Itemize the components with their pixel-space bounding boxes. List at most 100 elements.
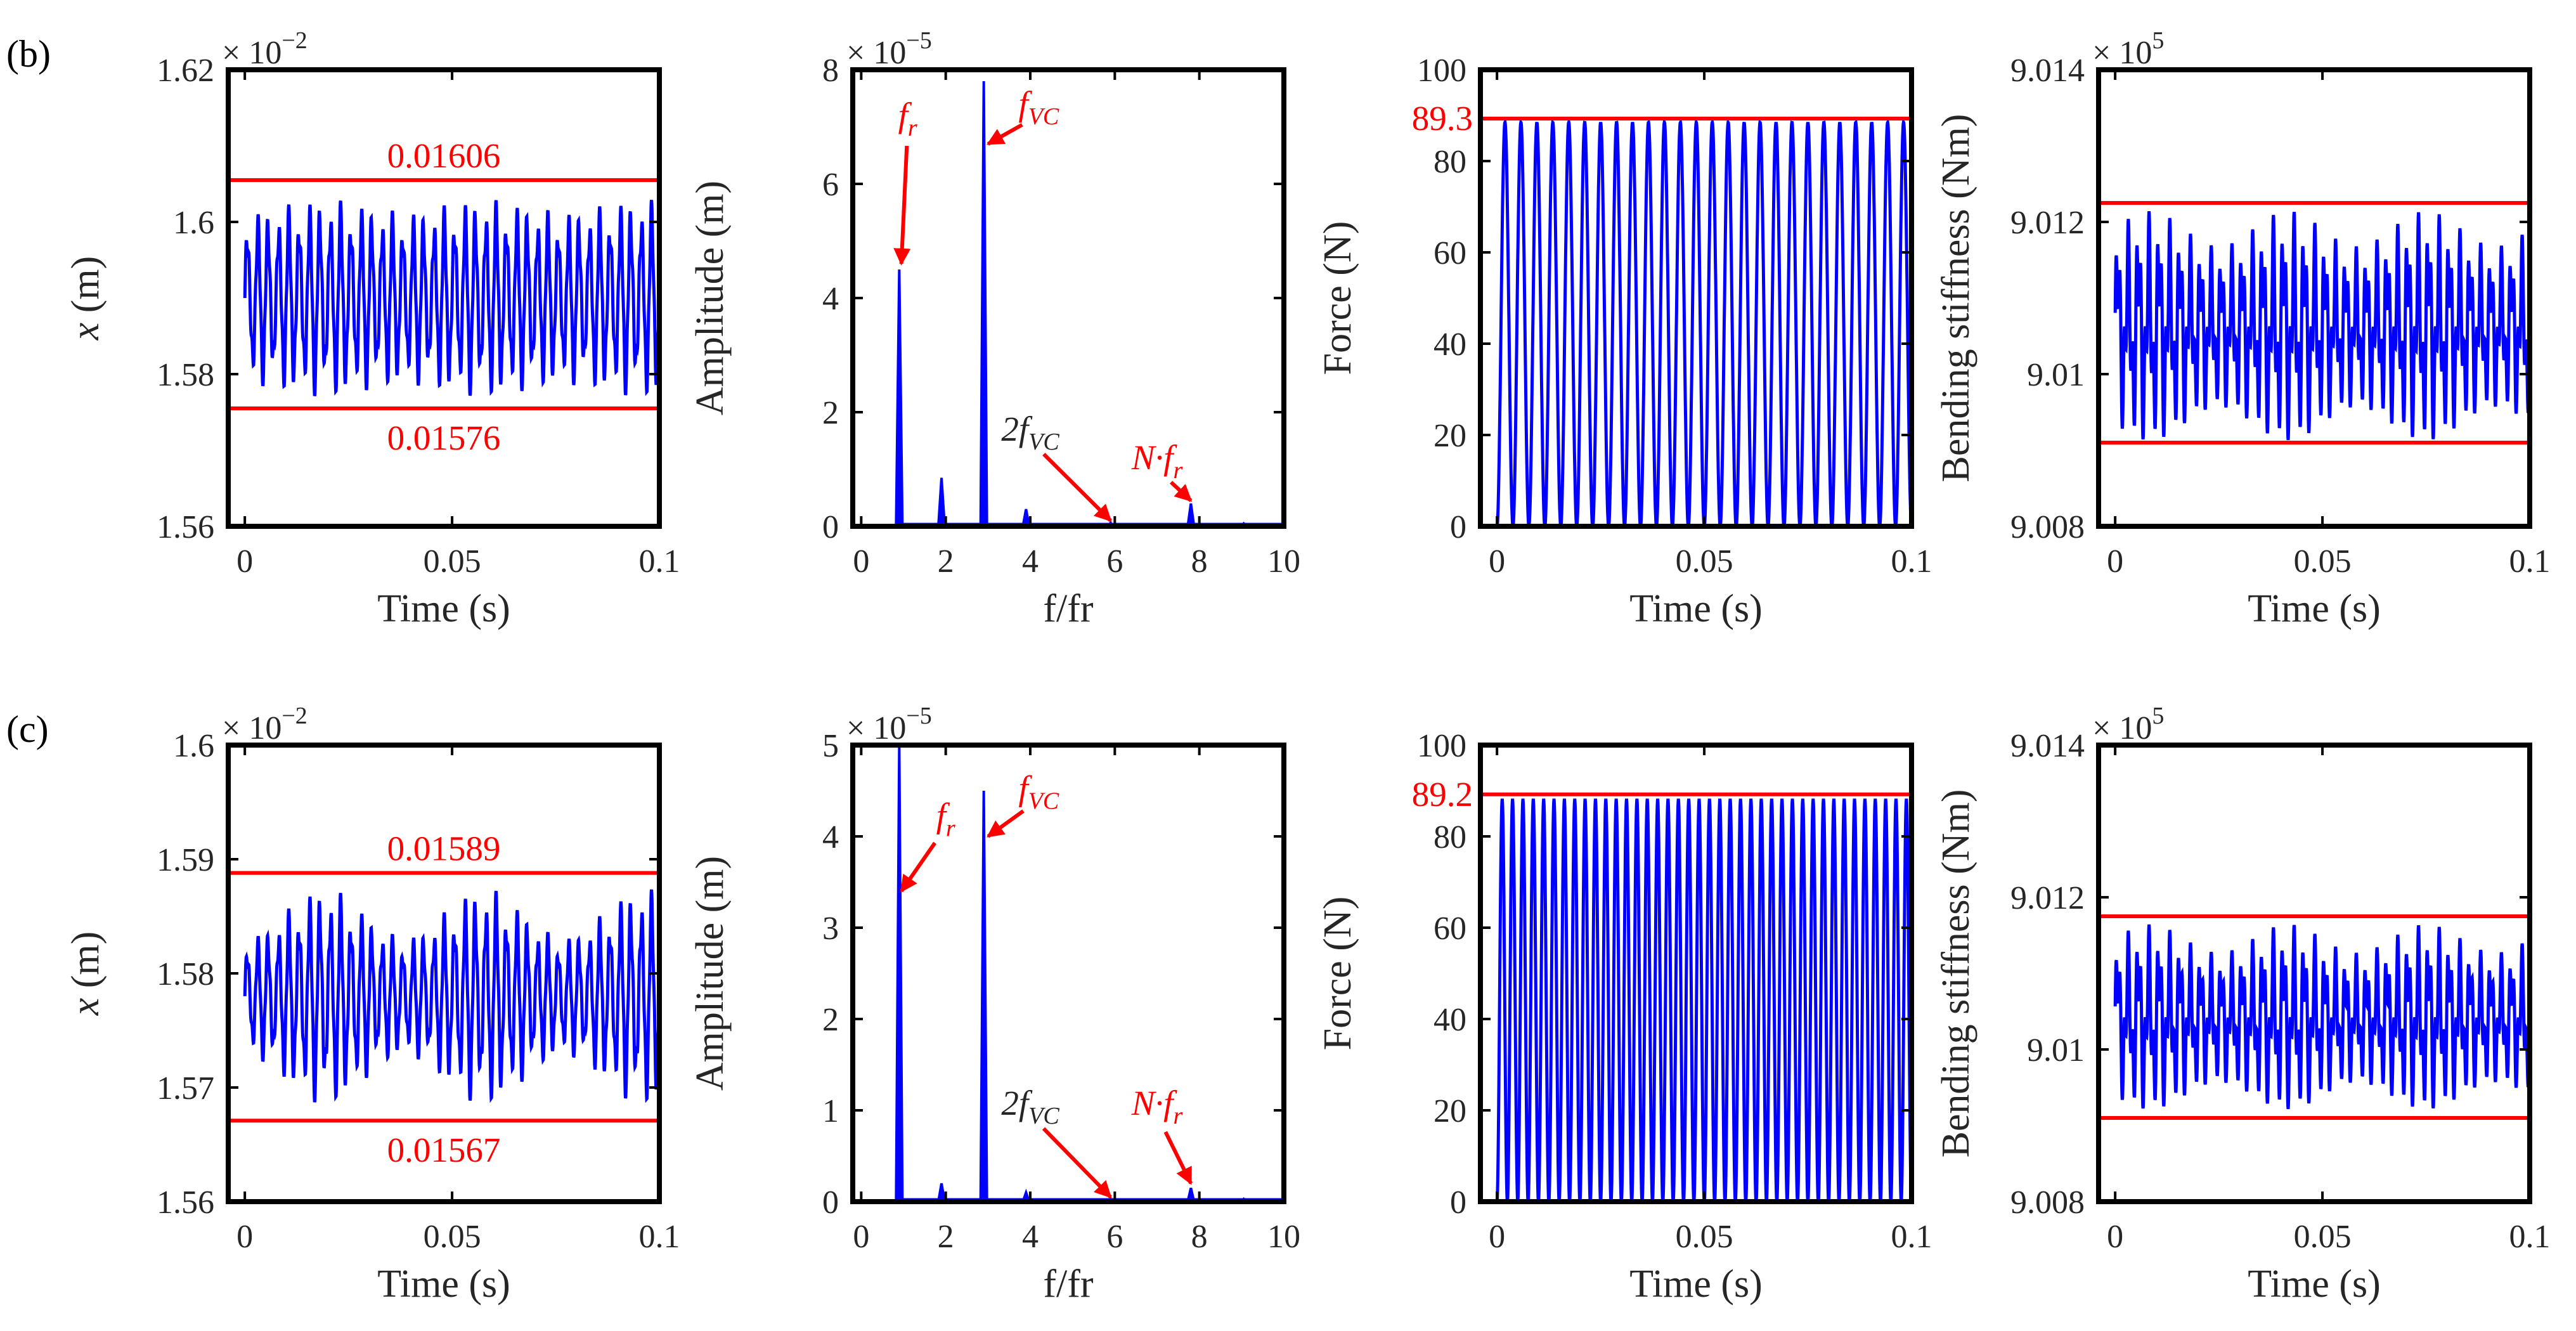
axis-multiplier: × 10−2 [222,27,307,71]
y-axis-label: Bending stiffness (Nm) [1934,789,1977,1158]
y-tick-label: 40 [1434,1002,1466,1038]
x-tick-label: 0.05 [424,543,481,580]
x-tick-label: 0.05 [2294,543,2352,580]
annotation-label: fr [936,796,955,842]
x-tick-label: 0.05 [2294,1219,2352,1255]
x-tick-label: 2 [938,1219,954,1255]
y-tick-label: 80 [1434,144,1466,180]
y-axis-label: x (m) [64,932,107,1016]
y-tick-label: 9.012 [2010,880,2085,916]
chart-b-stiff: 0 0.05 0.1 9.008 9.01 9.012 9.014 Time (s) Bendi… [1934,27,2551,630]
limit-label: 0.01567 [387,1131,501,1169]
y-tick-label: 40 [1434,327,1466,363]
x-axis-label: Time (s) [1629,1263,1763,1306]
y-axis-label: Amplitude (m) [689,181,732,415]
annotation-arrow [893,145,911,266]
y-tick-label: 2 [822,1002,839,1038]
chart-c-disp: 0.01589 0.01567 0 0.05 0.1 1.56 1.57 1.58 1.59 1.… [64,703,680,1306]
spectrum-peak [979,790,988,1202]
chart-c-stiff: 0 0.05 0.1 9.008 9.01 9.012 9.014 Time (s) Bendi… [1934,703,2551,1306]
y-tick-label: 1.57 [157,1070,214,1107]
x-tick-label: 0 [1489,1219,1505,1255]
spectrum-peak [895,745,904,1202]
y-axis-label: Force (N) [1316,897,1359,1051]
y-tick-label: 1.56 [157,509,214,545]
y-axis-label: Amplitude (m) [689,856,732,1091]
x-tick-label: 10 [1267,543,1300,580]
axes-frame [1478,67,1914,529]
annotation-arrow [987,809,1025,838]
x-tick-label: 0 [2107,1219,2123,1255]
annotation-label: N·fr [1131,438,1183,484]
y-tick-label: 0 [1450,509,1466,545]
x-tick-label: 2 [938,543,954,580]
limit-label: 89.2 [1412,775,1473,814]
y-tick-label: 1.62 [157,53,214,89]
axes-frame [226,67,662,529]
y-tick-label: 1 [822,1093,839,1129]
annotation-label: N·fr [1131,1084,1183,1129]
axis-multiplier: × 10−5 [846,703,932,746]
x-tick-label: 10 [1267,1219,1300,1255]
y-tick-label: 1.58 [157,357,214,393]
x-axis-label: f/fr [1043,1263,1094,1306]
limit-label: 89.3 [1412,99,1473,138]
y-tick-label: 0 [1450,1185,1466,1221]
x-axis-label: Time (s) [377,1263,510,1306]
y-tick-label: 1.6 [173,205,214,241]
y-tick-label: 4 [822,819,839,855]
y-tick-label: 9.012 [2010,205,2085,241]
y-axis-label: x (m) [64,256,107,341]
x-tick-label: 0.1 [1891,1219,1932,1255]
signal-line-c-stiff [2113,924,2530,1110]
chart-b-spec: fr fVC 2fVC N·fr 0 2 4 6 8 10 0 2 4 6 8 f/fr Amplitude (… [689,27,1300,630]
x-axis-label: Time (s) [377,587,510,630]
x-tick-label: 0 [2107,543,2123,580]
signal-line-c-force [1495,798,1912,1202]
limit-label: 0.01589 [387,829,501,868]
signal-line-b-disp [243,199,659,396]
y-tick-label: 20 [1434,418,1466,454]
y-tick-label: 1.56 [157,1185,214,1221]
annotation-label: 2fVC [1001,1084,1059,1129]
x-axis-label: Time (s) [2248,1263,2381,1306]
x-tick-label: 0.1 [1891,543,1932,580]
axes-frame [850,67,1286,529]
y-tick-label: 60 [1434,911,1466,947]
y-tick-label: 100 [1417,53,1466,89]
limit-label: 0.01606 [387,136,501,175]
annotation-arrow [1163,1131,1193,1185]
spectrum-peak [1186,1187,1196,1202]
spectrum-peak [936,1183,947,1202]
spectrum-peak [1186,503,1196,526]
y-tick-label: 8 [822,53,839,89]
x-axis-label: f/fr [1043,587,1094,630]
y-tick-label: 1.6 [173,728,214,764]
y-tick-label: 80 [1434,819,1466,855]
row-label-b: (b) [6,33,51,75]
axes-frame [2096,67,2532,529]
annotation-arrow [1169,481,1193,502]
y-tick-label: 9.008 [2010,1185,2085,1221]
x-tick-label: 4 [1022,543,1039,580]
axis-multiplier: × 10−5 [846,27,932,71]
x-tick-label: 0.05 [1676,543,1733,580]
y-tick-label: 0 [822,1185,839,1221]
row-label-c: (c) [6,708,49,750]
y-axis-label: Bending stiffness (Nm) [1934,114,1977,483]
y-tick-label: 9.014 [2010,53,2085,89]
x-tick-label: 0 [853,543,869,580]
chart-c-spec: fr fVC 2fVC N·fr 0 2 4 6 8 10 0 1 2 3 4 5 f/fr Amplitude … [689,703,1300,1306]
x-tick-label: 0 [236,543,253,580]
annotation-arrow [900,841,937,893]
x-tick-label: 8 [1191,1219,1208,1255]
y-tick-label: 9.01 [2027,1032,2085,1068]
y-tick-label: 4 [822,281,839,317]
axes-frame [1478,743,1914,1204]
spectrum-peak [895,269,904,526]
chart-c-force: 89.2 0 0.05 0.1 0 20 40 60 80 100 Time (s) Force (N… [1316,728,1932,1306]
spectrum-peak [979,81,988,526]
y-axis-label: Force (N) [1316,221,1359,375]
x-axis-label: Time (s) [1629,587,1763,630]
y-tick-label: 9.008 [2010,509,2085,545]
